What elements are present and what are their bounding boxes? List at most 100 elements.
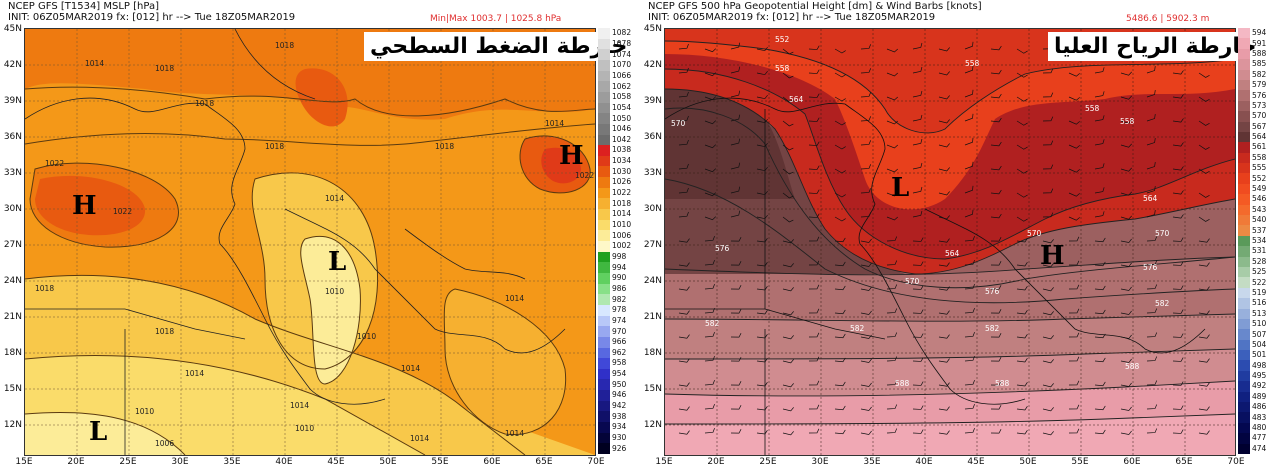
mslp-colorbar-label: 962 <box>612 347 627 357</box>
wind-barb <box>912 333 924 338</box>
wind-barb <box>964 260 975 266</box>
mslp-lon-label: 65E <box>535 457 553 467</box>
hgt-lat-label: 24N <box>643 276 662 286</box>
mslp-colorbar-swatch <box>598 304 610 317</box>
mslp-colorbar-swatch <box>598 91 610 104</box>
wind-barb <box>1198 406 1210 411</box>
wind-barb <box>912 357 924 362</box>
wind-barb <box>1094 357 1106 363</box>
hgt-lon-label: 35E <box>863 457 881 467</box>
mslp-colorbar-swatch <box>598 272 610 285</box>
wind-barb <box>756 166 768 172</box>
hgt-colorbar-label: 498 <box>1252 360 1267 370</box>
mslp-colorbar-label: 950 <box>612 379 627 389</box>
wind-barb <box>834 357 846 363</box>
mslp-lat-label: 15N <box>3 384 22 394</box>
wind-barb <box>1016 192 1028 198</box>
wind-barb <box>1120 310 1132 315</box>
wind-barb <box>1042 407 1054 412</box>
wind-barb <box>782 168 794 175</box>
wind-barb <box>1198 168 1210 174</box>
wind-barb <box>678 67 689 74</box>
wind-barb <box>808 165 820 170</box>
contour-label: 582 <box>850 324 865 333</box>
mslp-colorbar-swatch <box>598 241 610 253</box>
wind-barb <box>756 94 768 100</box>
wind-barb <box>1198 192 1210 198</box>
hgt-colorbar-swatch <box>1238 38 1250 50</box>
hgt-lon-label: 15E <box>655 457 673 467</box>
wind-barb <box>1068 168 1080 173</box>
wind-barb <box>1146 356 1158 362</box>
wind-barb <box>1198 120 1210 126</box>
wind-barb <box>1042 335 1054 340</box>
hgt-lat-label: 27N <box>643 240 662 250</box>
wind-barb <box>782 72 794 79</box>
wind-barb <box>1016 72 1028 78</box>
mslp-colorbar-swatch <box>598 326 610 338</box>
wind-barb <box>860 140 872 146</box>
mslp-colorbar-label: 1006 <box>612 230 632 240</box>
wind-barb <box>756 334 768 339</box>
wind-barb <box>678 286 690 291</box>
wind-barb <box>990 405 1002 410</box>
mslp-colorbar-swatch <box>598 336 610 348</box>
wind-barb <box>834 261 846 267</box>
wind-barb <box>704 192 717 197</box>
contour-label: 558 <box>775 64 790 73</box>
wind-barb <box>782 359 794 364</box>
wind-barb <box>1172 214 1184 219</box>
mslp-lat-label: 21N <box>3 312 22 322</box>
hgt-colorbar-label: 477 <box>1252 433 1267 443</box>
wind-barb <box>1094 67 1105 74</box>
wind-barb <box>886 120 899 125</box>
hgt-lat-label: 18N <box>643 348 662 358</box>
wind-barb <box>990 309 1002 314</box>
wind-barb <box>886 236 898 242</box>
wind-barb <box>730 333 742 338</box>
wind-barb <box>834 168 846 174</box>
mslp-map: 1018 1014 1018 1018 1022 1022 1018 1014 1018 1014… <box>24 28 596 456</box>
wind-barb <box>990 285 1002 290</box>
isobar-label: 1018 <box>155 327 175 336</box>
wind-barb <box>860 44 872 50</box>
wind-barb <box>990 117 1002 123</box>
hgt-colorbar-swatch <box>1238 235 1250 247</box>
wind-barb <box>730 381 742 386</box>
mslp-colorbar-swatch <box>598 411 610 423</box>
mslp-colorbar-label: 1066 <box>612 70 632 80</box>
wind-barb <box>1146 428 1158 434</box>
mslp-colorbar-label: 986 <box>612 283 627 293</box>
wind-barb <box>1016 216 1028 222</box>
wind-barb <box>1146 404 1158 410</box>
isobar-label: 1018 <box>275 41 295 50</box>
wind-barb <box>990 69 1002 75</box>
mslp-colorbar-swatch <box>598 230 610 242</box>
wind-barb <box>782 192 794 199</box>
wind-barb <box>730 162 741 170</box>
mslp-colorbar-label: 1014 <box>612 209 632 219</box>
wind-barb <box>730 42 741 50</box>
wind-barb <box>808 117 820 122</box>
hgt-colorbar-label: 576 <box>1252 90 1267 100</box>
wind-barb <box>1094 163 1105 170</box>
wind-barb <box>1198 144 1210 150</box>
hgt-colorbar-swatch <box>1238 225 1250 237</box>
mslp-colorbar-label: 1062 <box>612 81 632 91</box>
mslp-colorbar-swatch <box>598 155 610 167</box>
wind-barb <box>1042 188 1054 194</box>
hgt-header-line1: NCEP GFS 500 hPa Geopotential Height [dm… <box>648 1 982 12</box>
wind-barb <box>834 381 846 387</box>
wind-barb <box>808 308 820 314</box>
mslp-colorbar-swatch <box>598 166 610 178</box>
wind-barb <box>1146 90 1156 98</box>
wind-barb <box>1016 96 1028 102</box>
wind-barb <box>756 286 768 291</box>
wind-barb <box>782 383 794 388</box>
mslp-lat-label: 12N <box>3 420 22 430</box>
hgt-colorbar-swatch <box>1238 370 1250 382</box>
wind-barb <box>782 431 794 436</box>
wind-barb <box>1016 382 1028 387</box>
hgt-lat-label: 42N <box>643 60 662 70</box>
hgt-colorbar-swatch <box>1238 422 1250 434</box>
